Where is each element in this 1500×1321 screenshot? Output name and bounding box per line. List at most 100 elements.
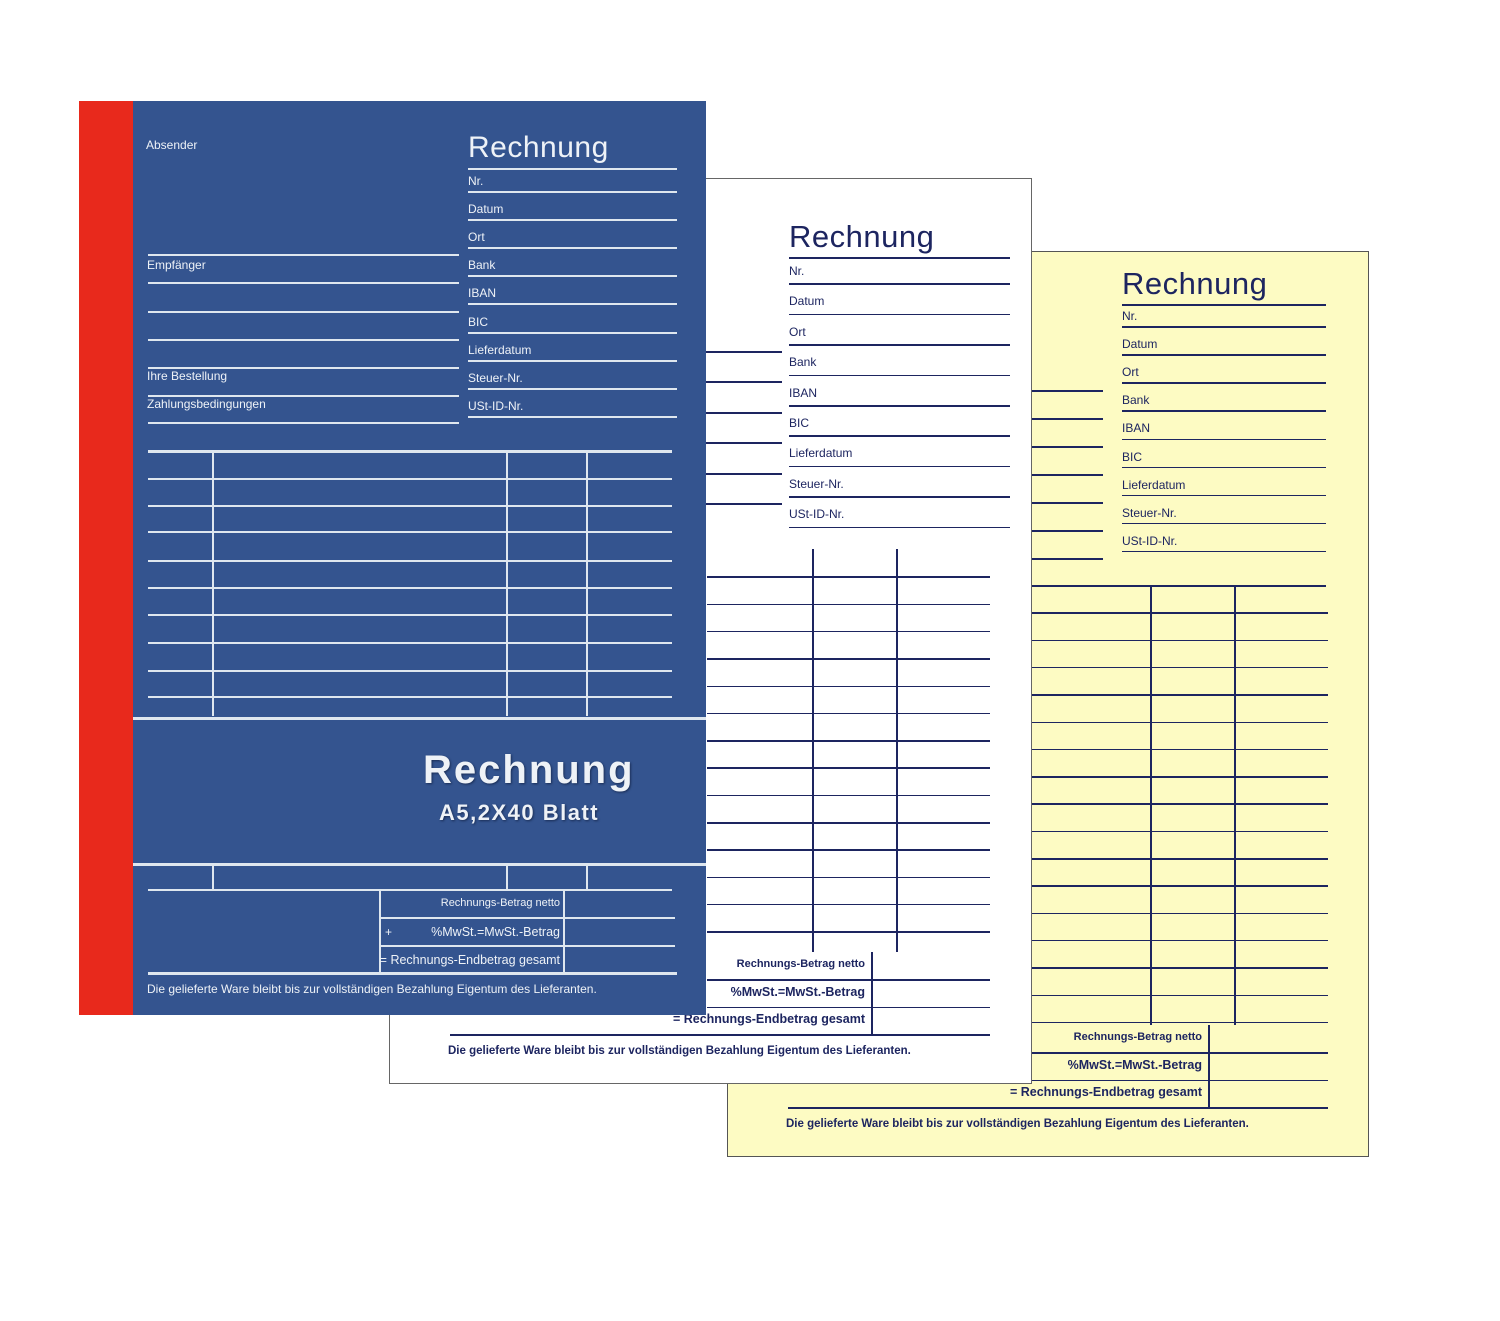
totals-row-line: [707, 979, 990, 981]
field-line: [468, 331, 677, 334]
field-label: BIC: [468, 314, 489, 329]
table-row-line: [148, 614, 672, 616]
totals-row-line: [707, 1006, 990, 1009]
field-line: [1122, 466, 1326, 469]
table-row-line: [707, 876, 990, 879]
totals-left-line: [379, 890, 381, 972]
retention-notice: Die gelieferte Ware bleibt bis zur volls…: [786, 1117, 1249, 1130]
field-line: [468, 191, 677, 193]
field-label: BIC: [789, 416, 810, 430]
table-row-line: [148, 696, 672, 698]
table-row-line: [1032, 885, 1328, 887]
totals-label: Rechnungs-Betrag netto: [440, 897, 560, 909]
form-title: Rechnung: [789, 219, 935, 254]
table-row-line: [1032, 748, 1328, 751]
table-column-line: [1234, 585, 1236, 1025]
field-label: IBAN: [468, 286, 497, 301]
field-label: USt-ID-Nr.: [789, 507, 845, 522]
field-label: Nr.: [1122, 309, 1138, 323]
product-title: Rechnung: [423, 748, 635, 792]
field-line: [1122, 494, 1326, 497]
table-row-line: [1032, 858, 1328, 860]
table-row-line: [1032, 666, 1328, 669]
table-column-line: [812, 549, 814, 952]
title-underline: [789, 257, 1010, 259]
address-line: [148, 254, 459, 256]
field-line: [1122, 326, 1326, 328]
totals-label: = Rechnungs-Endbetrag gesamt: [1009, 1085, 1202, 1100]
blue-cover: Absender Empfänger Ihre Bestellung Zahlungs…: [79, 101, 706, 1015]
table-row-line: [148, 587, 672, 589]
field-label: Lieferdatum: [468, 342, 532, 357]
table-row-line: [148, 531, 672, 533]
table-row-line: [1032, 721, 1328, 723]
field-label: Bank: [789, 355, 817, 370]
field-label: Nr.: [468, 174, 484, 188]
table-top-line: [1032, 585, 1326, 587]
table-column-line: [506, 450, 508, 716]
table-row-line: [148, 478, 672, 480]
table-row-line: [1032, 1021, 1328, 1024]
totals-label: Rechnungs-Betrag netto: [736, 957, 865, 970]
totals-label: %MwSt.=MwSt.-Betrag: [1067, 1057, 1202, 1072]
table-row-line: [1032, 994, 1328, 996]
table-column-line: [586, 450, 588, 716]
table-row-line: [148, 560, 672, 562]
totals-label: = Rechnungs-Endbetrag gesamt: [672, 1012, 865, 1027]
table-row-line: [707, 658, 990, 660]
order-label: Ihre Bestellung: [147, 369, 228, 383]
totals-label: = Rechnungs-Endbetrag gesamt: [379, 953, 560, 967]
bottom-rule: [788, 1106, 1328, 1109]
address-line: [148, 339, 459, 341]
field-line: [789, 283, 1010, 285]
table-row-line: [148, 505, 672, 507]
table-row-line: [1032, 830, 1328, 833]
table-row-line: [1032, 694, 1328, 696]
table-row-line: [1032, 776, 1328, 778]
field-line: [468, 387, 677, 390]
table-row-line: [707, 740, 990, 742]
table-row-line: [1032, 612, 1328, 614]
totals-row-line: [379, 945, 675, 947]
field-line: [789, 496, 1010, 498]
totals-row-line: [1032, 1052, 1328, 1054]
field-line: [1122, 438, 1326, 440]
table-column-line: [896, 549, 898, 952]
table-row-line: [707, 903, 990, 906]
totals-label: %MwSt.=MwSt.-Betrag: [431, 925, 560, 939]
field-line: [468, 415, 677, 418]
field-label: Steuer-Nr.: [1122, 505, 1177, 520]
form-title: Rechnung: [1122, 266, 1268, 301]
field-label: Ort: [468, 230, 485, 245]
table-top-line: [148, 450, 672, 453]
field-line: [1122, 382, 1326, 384]
title-underline: [468, 168, 677, 170]
field-label: Steuer-Nr.: [468, 370, 523, 385]
table-row-line: [148, 889, 672, 891]
field-label: Lieferdatum: [789, 446, 853, 461]
field-label: Bank: [468, 258, 496, 273]
field-line: [789, 435, 1010, 437]
table-row-line: [148, 642, 672, 644]
field-line: [468, 359, 677, 362]
table-row-line: [707, 576, 990, 578]
address-line: [148, 395, 459, 397]
table-row-line: [707, 794, 990, 797]
table-row-line: [707, 685, 990, 687]
address-line: [148, 282, 459, 284]
field-line: [789, 313, 1010, 316]
field-line: [1122, 354, 1326, 356]
totals-row-line: [1032, 1079, 1328, 1082]
table-row-line: [1032, 639, 1328, 642]
address-line: [148, 422, 459, 424]
table-column-line: [586, 866, 588, 889]
field-label: USt-ID-Nr.: [468, 398, 524, 413]
form-title: Rechnung: [468, 131, 609, 164]
field-line: [789, 405, 1010, 407]
field-label: BIC: [1122, 449, 1143, 464]
table-row-line: [707, 767, 990, 769]
recipient-label: Empfänger: [147, 258, 206, 272]
table-row-line: [1032, 967, 1328, 969]
field-line: [1122, 522, 1326, 525]
band-bottom-line: [133, 863, 706, 866]
